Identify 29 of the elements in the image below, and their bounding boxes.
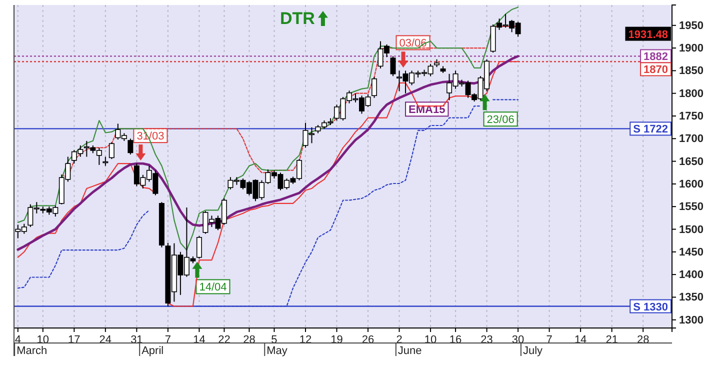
y-tick-label: 1950 [679, 20, 704, 32]
x-tick-label: 4 [14, 334, 21, 346]
chart-title: DTR [280, 9, 315, 28]
y-tick-label: 1700 [679, 133, 704, 146]
y-tick-label: 1750 [679, 110, 704, 123]
annotation: 23/06 [486, 114, 514, 126]
y-tick-label: 1800 [679, 88, 704, 100]
ref-line-label: 1870 [644, 64, 668, 76]
y-tick-label: 1450 [679, 246, 704, 258]
y-tick-label: 1500 [679, 224, 704, 236]
y-tick-label: 1350 [679, 292, 704, 304]
y-tick-label: 1400 [679, 269, 704, 282]
y-tick-label: 1850 [679, 65, 704, 78]
ref-line-label: S 1722 [633, 124, 668, 136]
y-tick-label: 1300 [679, 314, 704, 326]
y-tick-label: 1550 [679, 201, 704, 214]
text: July [522, 345, 544, 357]
text: June [398, 345, 422, 357]
annotation: 03/06 [399, 38, 427, 50]
y-tick-label: 1600 [679, 178, 704, 190]
text: April [142, 345, 164, 357]
ref-line-label: S 1330 [633, 301, 668, 314]
text: May [266, 345, 288, 357]
text: March [16, 345, 48, 357]
annotation: 1931.48 [628, 28, 668, 41]
y-tick-label: 1900 [679, 42, 704, 55]
y-tick-label: 1650 [679, 156, 704, 168]
ref-line-label: 1882 [644, 51, 668, 64]
annotation: 14/04 [199, 282, 227, 294]
